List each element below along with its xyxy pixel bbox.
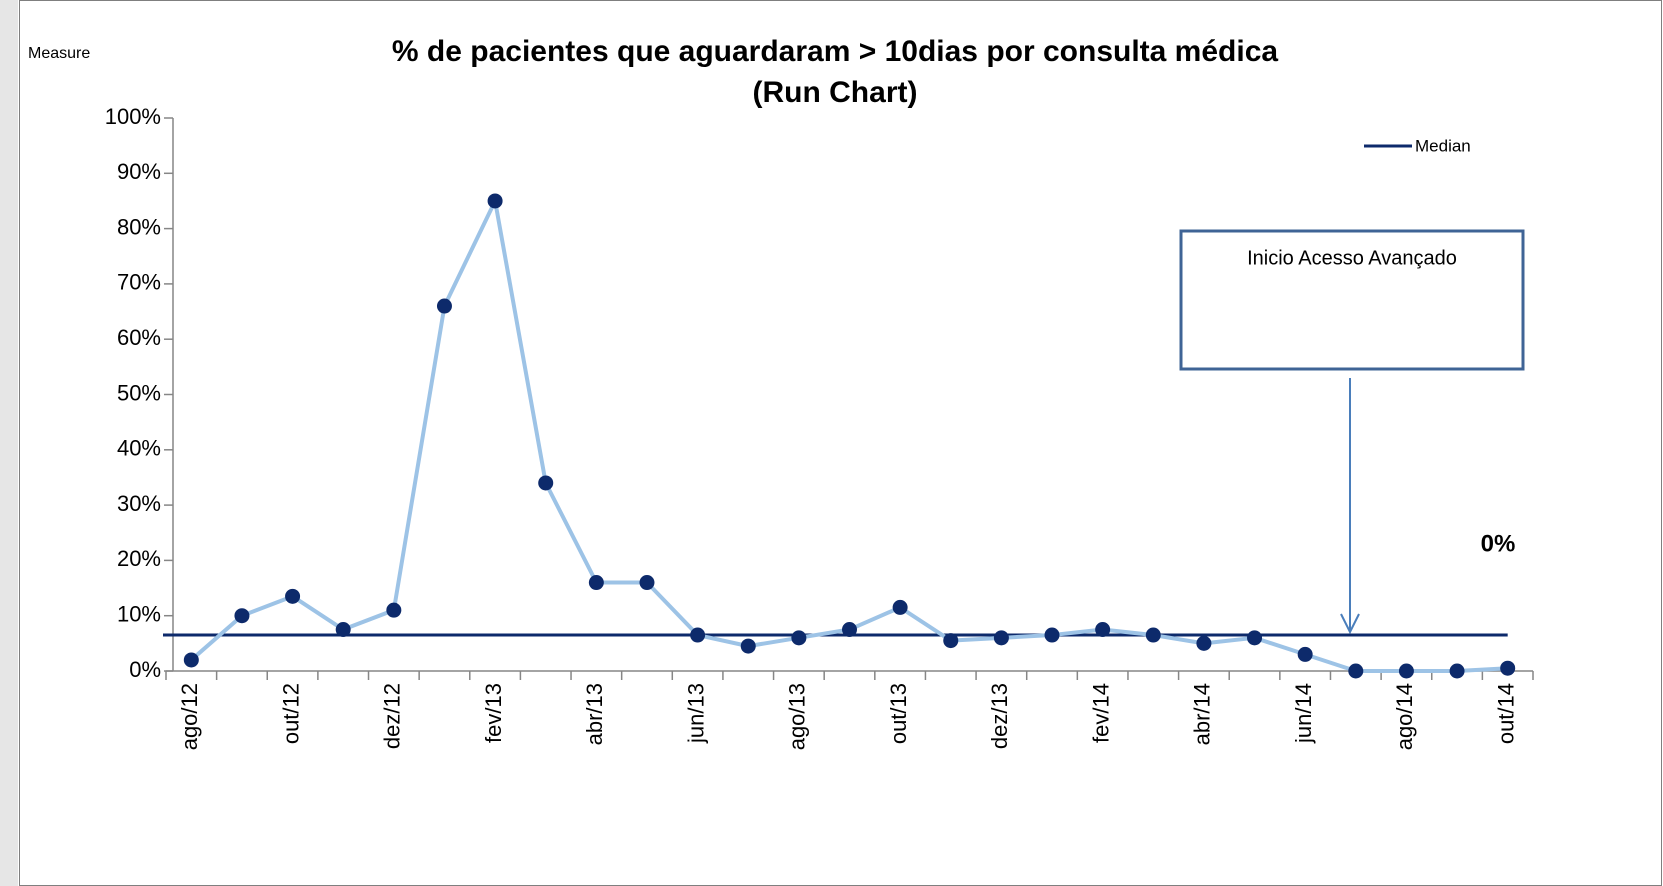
x-tick-label: abr/13 (582, 683, 607, 745)
data-point (993, 630, 1009, 646)
data-point (487, 193, 503, 209)
x-tick-label: out/13 (886, 683, 911, 744)
data-point (335, 622, 351, 638)
x-tick-label: dez/12 (380, 683, 405, 749)
y-tick-label: 60% (117, 325, 161, 350)
x-tick-label: dez/13 (987, 683, 1012, 749)
data-point (538, 475, 554, 491)
chart-title: % de pacientes que aguardaram > 10dias p… (392, 35, 1278, 68)
chart-frame (19, 0, 1662, 886)
x-tick-label: fev/13 (481, 683, 506, 743)
data-point (639, 575, 655, 591)
y-tick-label: 50% (117, 380, 161, 405)
side-shade (0, 0, 18, 886)
data-point (1449, 663, 1465, 679)
x-tick-label: jun/13 (683, 683, 708, 744)
annotation-text: Inicio Acesso Avançado (1247, 247, 1457, 269)
data-point (740, 638, 756, 654)
data-point (436, 298, 452, 314)
y-tick-label: 30% (117, 491, 161, 516)
x-tick-label: abr/14 (1190, 683, 1215, 745)
x-tick-label: jun/14 (1291, 683, 1316, 744)
data-point (1044, 627, 1060, 643)
y-tick-label: 20% (117, 546, 161, 571)
data-point (1095, 622, 1111, 638)
data-point (1145, 627, 1161, 643)
x-tick-label: ago/14 (1392, 683, 1417, 750)
y-tick-label: 100% (105, 104, 161, 129)
x-tick-label: fev/14 (1088, 683, 1113, 743)
data-point (1196, 635, 1212, 651)
y-tick-label: 40% (117, 436, 161, 461)
data-point (1247, 630, 1263, 646)
data-point (842, 622, 857, 638)
y-tick-label: 0% (129, 657, 161, 682)
annotation-box (1179, 229, 1525, 371)
data-point (1297, 646, 1313, 662)
legend-label: Median (1415, 136, 1471, 155)
y-tick-label: 90% (117, 159, 161, 184)
data-point (386, 602, 402, 618)
data-point (234, 608, 250, 624)
x-tick-label: ago/12 (177, 683, 202, 750)
y-axis-title: Measure (28, 45, 90, 62)
data-point (690, 627, 706, 643)
y-tick-label: 80% (117, 214, 161, 239)
data-point (892, 599, 908, 615)
x-tick-label: ago/13 (785, 683, 810, 750)
data-point (285, 588, 301, 604)
x-tick-label: out/14 (1493, 683, 1518, 744)
y-tick-label: 10% (117, 602, 161, 627)
data-point (588, 575, 604, 591)
chart-title: (Run Chart) (753, 76, 918, 109)
data-point (1348, 663, 1364, 679)
value-annotation: 0% (1481, 530, 1516, 557)
y-tick-label: 70% (117, 270, 161, 295)
annotation-arrowhead (1340, 613, 1360, 635)
data-point (943, 633, 959, 649)
x-tick-label: out/12 (278, 683, 303, 744)
data-point (183, 652, 199, 668)
data-point (1398, 663, 1414, 679)
data-point (791, 630, 807, 646)
data-point (1500, 660, 1516, 676)
